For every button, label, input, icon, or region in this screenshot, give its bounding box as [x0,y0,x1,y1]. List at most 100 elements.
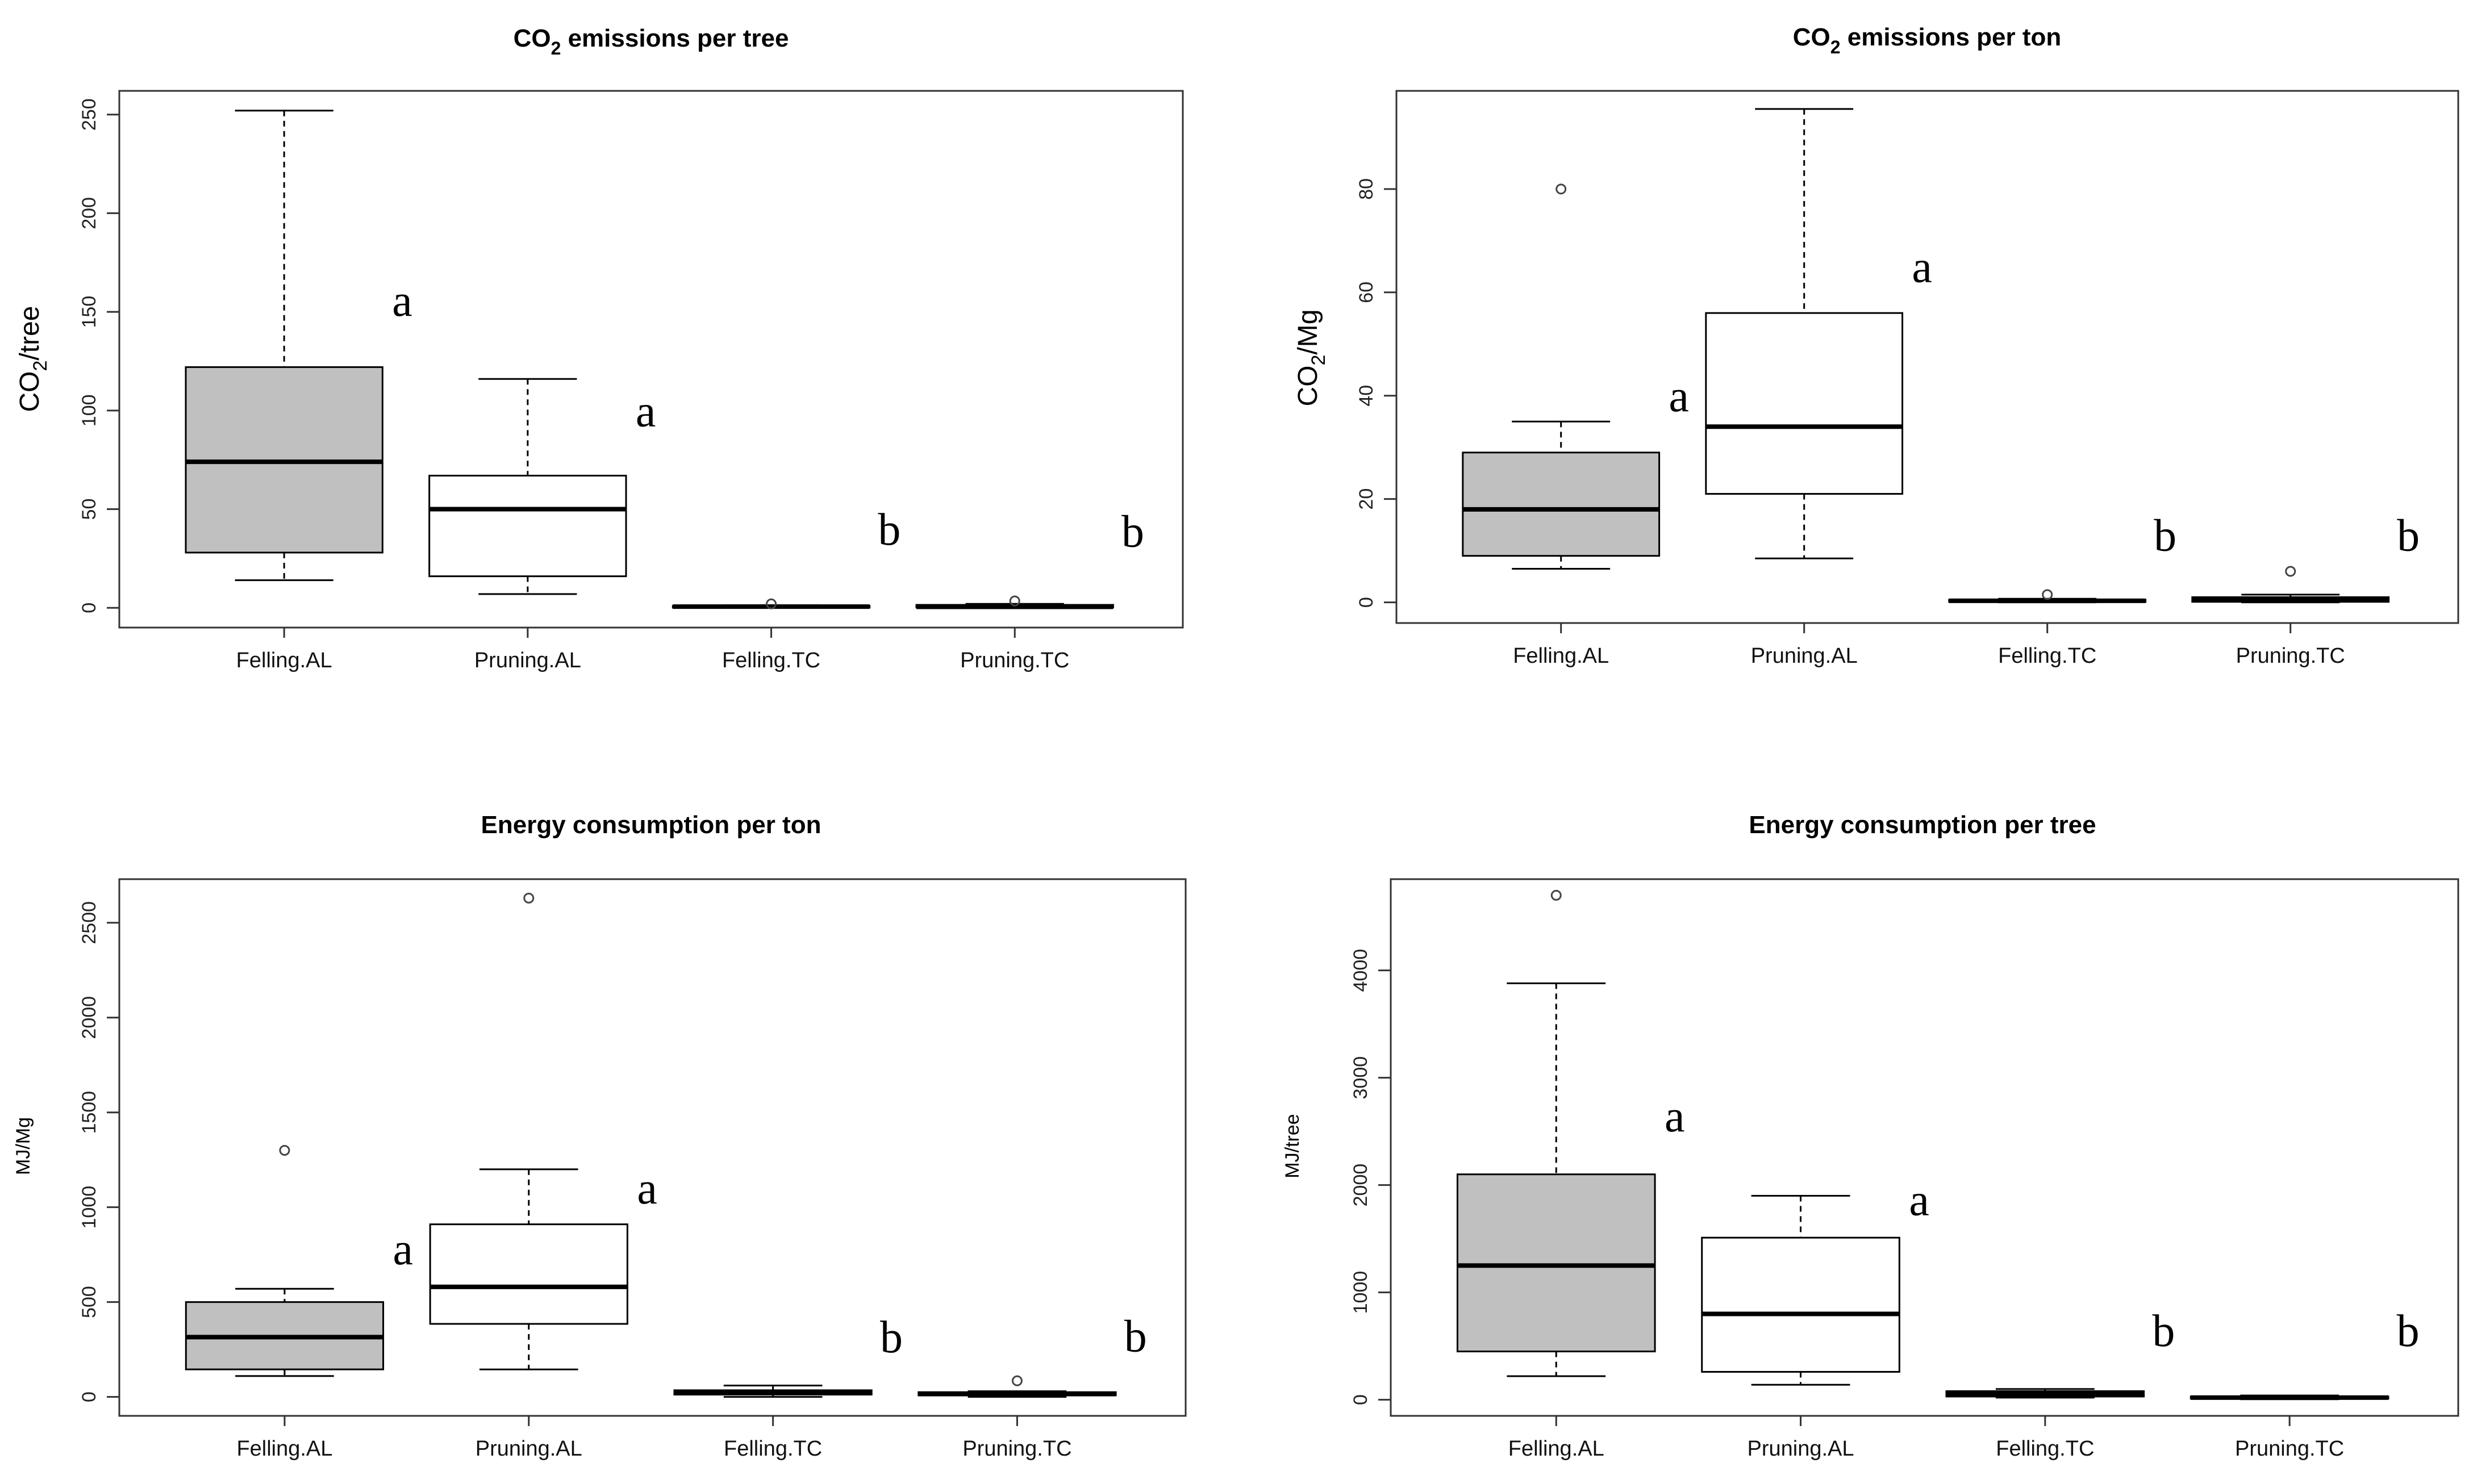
x-category-label: Felling.TC [1996,1437,2094,1461]
chart-title: CO2 emissions per ton [1793,23,2062,57]
chart-title: CO2 emissions per tree [514,24,789,58]
y-axis-label: MJ/tree [1282,1114,1303,1178]
significance-letter: a [1912,243,1932,292]
y-tick-label: 2000 [1350,1164,1371,1207]
outlier-point [1011,1375,1023,1386]
y-tick-label: 250 [78,98,100,131]
chart-panel-2: CO2 emissions per ton CO2/Mg 0 20 40 60 80 a Fel… [1293,23,2459,668]
outlier-point [2042,589,2053,600]
box-iqr [429,1223,628,1325]
x-category-label: Pruning.TC [962,1437,1071,1461]
plot-frame [118,90,1184,629]
box-Pruning.AL: a Pruning.AL [429,892,657,1461]
significance-letter: b [880,1312,903,1362]
box-Felling.TC: b Felling.TC [672,505,900,672]
x-category-label: Felling.AL [1513,644,1609,668]
outlier-point [1009,595,1020,607]
box-Felling.TC: b Felling.TC [673,1312,903,1461]
significance-letter: b [2152,1306,2175,1356]
outlier-point [279,1145,290,1156]
significance-letter: a [1669,371,1689,421]
x-category-label: Felling.TC [724,1437,822,1461]
y-tick-label: 20 [1356,488,1377,510]
significance-letter: a [393,1224,414,1274]
y-tick-label: 1500 [78,1091,100,1134]
box-iqr [1462,452,1661,557]
plot-frame [1390,878,2459,1417]
x-category-label: Felling.AL [236,649,332,672]
box-Pruning.TC: b Pruning.TC [2190,1306,2420,1461]
x-category-label: Felling.AL [236,1437,332,1461]
box-Felling.TC: b Felling.TC [1945,1306,2175,1461]
y-tick-label: 40 [1356,385,1377,407]
outlier-point [2285,566,2296,577]
chart-title: Energy consumption per ton [481,811,821,839]
significance-letter: a [1909,1176,1929,1226]
x-category-label: Felling.TC [1998,644,2096,668]
significance-letter: b [878,505,900,555]
chart-title: Energy consumption per tree [1749,811,2096,839]
y-tick-label: 80 [1356,178,1377,200]
chart-panel-1: CO2 emissions per tree CO2/tree 0 50 100 150 2… [15,24,1184,672]
box-Pruning.TC: b Pruning.TC [915,507,1144,672]
chart-panel-4: Energy consumption per tree MJ/tree 0 1000 2… [1282,811,2459,1461]
x-category-label: Pruning.AL [1751,644,1858,668]
significance-letter: b [1121,507,1144,557]
plot-frame [1395,90,2459,624]
significance-letter: a [637,1164,657,1214]
box-iqr [1705,312,1904,495]
box-Pruning.TC: b Pruning.TC [2191,511,2420,668]
outlier-point [1550,889,1562,901]
significance-letter: a [392,276,412,326]
box-iqr [1456,1173,1656,1353]
y-tick-label: 200 [78,197,100,229]
box-Pruning.TC: b Pruning.TC [918,1311,1147,1461]
x-category-label: Pruning.AL [476,1437,582,1461]
y-tick-label: 500 [78,1286,100,1318]
significance-letter: b [2154,511,2176,561]
y-tick-label: 0 [78,603,100,613]
box-Pruning.AL: a Pruning.AL [428,378,656,672]
y-tick-label: 4000 [1350,949,1371,992]
x-category-label: Pruning.AL [474,649,581,672]
y-tick-label: 1000 [78,1186,100,1229]
outlier-point [1555,183,1567,195]
plot-frame [118,878,1187,1417]
x-category-label: Felling.TC [722,649,820,672]
y-axis-label: CO2/tree [15,306,51,412]
box-Felling.AL: a Felling.AL [1456,889,1685,1461]
box-Pruning.AL: a Pruning.AL [1705,108,1932,668]
y-tick-label: 0 [1350,1394,1371,1405]
y-tick-label: 0 [1356,597,1377,608]
box-Felling.AL: a Felling.AL [185,110,412,672]
x-category-label: Pruning.TC [2235,1437,2344,1461]
outlier-point [766,598,777,609]
outlier-point [523,892,535,904]
y-tick-label: 50 [78,499,100,520]
y-tick-label: 2000 [78,996,100,1039]
y-tick-label: 100 [78,394,100,427]
y-tick-label: 60 [1356,282,1377,303]
significance-letter: b [2397,511,2420,561]
significance-letter: a [636,387,656,437]
box-iqr [428,474,627,578]
x-category-label: Pruning.TC [2236,644,2345,668]
box-Felling.TC: b Felling.TC [1948,511,2176,668]
y-axis-label: MJ/Mg [12,1117,34,1175]
box-Pruning.AL: a Pruning.AL [1701,1176,1929,1461]
y-tick-label: 0 [78,1391,100,1402]
y-tick-label: 3000 [1350,1056,1371,1100]
significance-letter: b [1124,1311,1147,1361]
chart-panel-3: Energy consumption per ton MJ/Mg 0 500 1000 1… [12,811,1187,1461]
significance-letter: a [1665,1092,1685,1142]
y-tick-label: 2500 [78,901,100,944]
box-Felling.AL: a Felling.AL [185,1145,414,1461]
box-iqr [1701,1236,1900,1373]
y-axis-label: CO2/Mg [1293,310,1329,407]
x-category-label: Pruning.AL [1748,1437,1854,1461]
significance-letter: b [2397,1306,2420,1356]
y-tick-label: 1000 [1350,1271,1371,1314]
box-Felling.AL: a Felling.AL [1462,183,1689,668]
y-tick-label: 150 [78,296,100,328]
